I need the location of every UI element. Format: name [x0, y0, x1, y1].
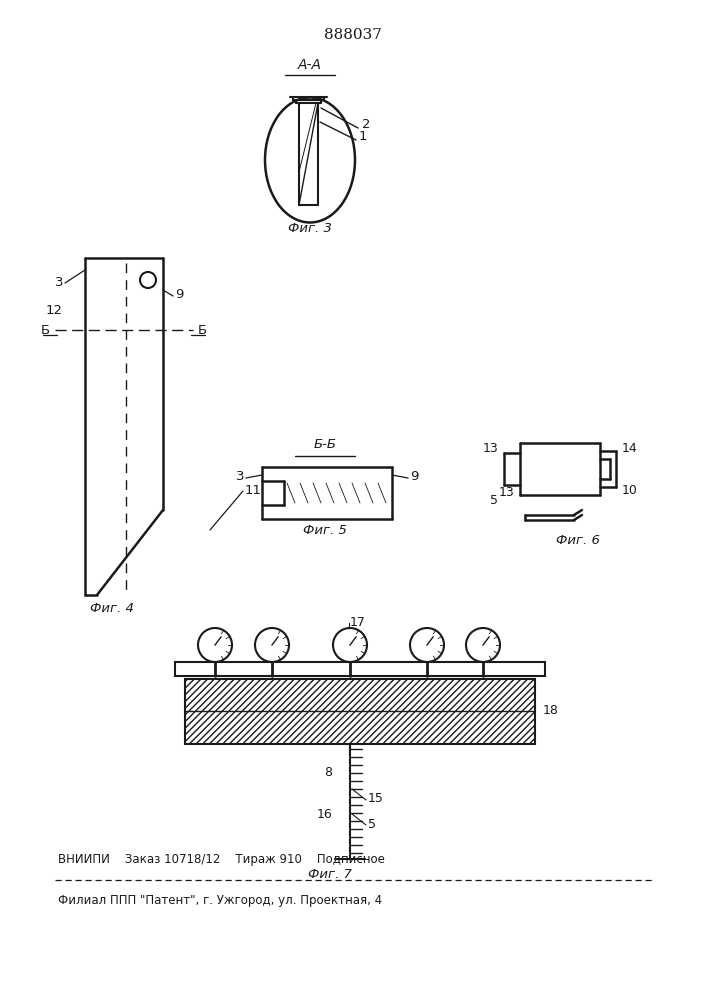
Text: 1: 1: [359, 130, 368, 143]
Text: 13: 13: [498, 487, 514, 499]
Text: 9: 9: [410, 471, 419, 484]
Text: 8: 8: [324, 766, 332, 778]
Text: 5: 5: [490, 493, 498, 506]
Text: 2: 2: [362, 117, 370, 130]
Text: 888037: 888037: [324, 28, 382, 42]
Text: Филиал ППП "Патент", г. Ужгород, ул. Проектная, 4: Филиал ППП "Патент", г. Ужгород, ул. Про…: [58, 894, 382, 907]
Text: 5: 5: [368, 818, 376, 830]
Text: Б-Б: Б-Б: [313, 438, 337, 452]
Text: 3: 3: [54, 275, 63, 288]
Bar: [175, 662, 545, 676]
Text: 13: 13: [482, 442, 498, 454]
Text: 14: 14: [622, 442, 638, 454]
Text: Б: Б: [41, 324, 50, 336]
Text: Б: Б: [198, 324, 207, 336]
Bar: [185, 679, 535, 744]
Text: 16: 16: [316, 808, 332, 820]
Text: 9: 9: [175, 288, 183, 302]
Text: Фиг. 4: Фиг. 4: [90, 601, 134, 614]
Text: 18: 18: [543, 704, 559, 718]
Text: Фиг. 6: Фиг. 6: [556, 534, 600, 546]
Text: 17: 17: [350, 615, 366, 629]
Text: Фиг. 5: Фиг. 5: [303, 524, 347, 538]
Text: ВНИИПИ    Заказ 10718/12    Тираж 910    Подписное: ВНИИПИ Заказ 10718/12 Тираж 910 Подписно…: [58, 853, 385, 866]
Text: Фиг. 3: Фиг. 3: [288, 222, 332, 234]
Text: 11: 11: [245, 484, 262, 496]
Text: 12: 12: [46, 304, 63, 316]
Text: 10: 10: [622, 484, 638, 496]
Text: 15: 15: [368, 792, 384, 806]
Text: А-А: А-А: [298, 58, 322, 72]
Text: Фиг. 7: Фиг. 7: [308, 868, 352, 882]
Text: 3: 3: [235, 471, 244, 484]
